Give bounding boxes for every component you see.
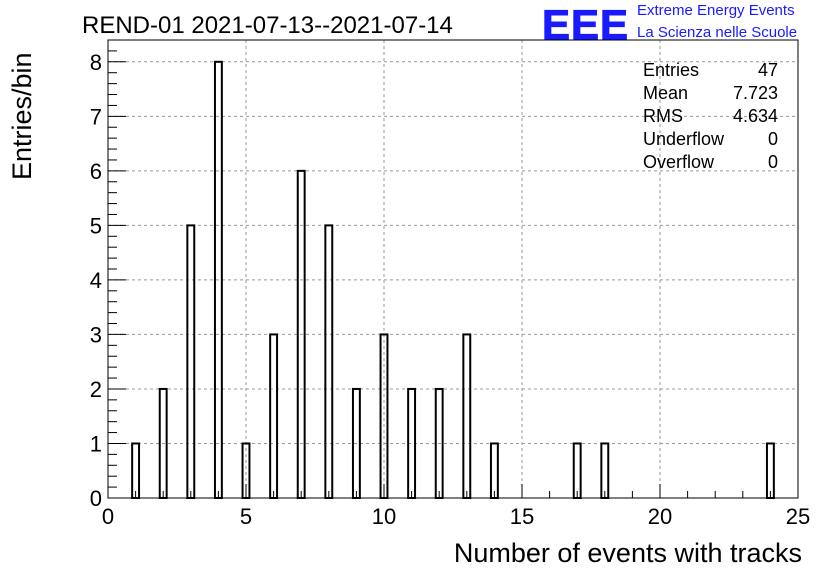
x-tick-label: 25 [786,504,810,529]
histogram-bar [269,333,279,499]
x-tick-label: 20 [648,504,672,529]
stats-overflow-label: Overflow [643,152,715,172]
histogram-bar [186,224,196,499]
x-tick-label: 10 [372,504,396,529]
axis-ticks [107,39,799,499]
stats-box: Entries 47 Mean 7.723 RMS 4.634 Underflo… [643,60,778,172]
y-tick-label: 8 [90,50,102,75]
x-tick-label: 15 [510,504,534,529]
axis-tick-labels: 0 5 10 15 20 25 0 1 2 3 4 5 6 7 8 [90,50,810,529]
histogram-bar [600,442,610,500]
y-tick-label: 3 [90,322,102,347]
y-tick-label: 4 [90,268,102,293]
eee-logo-mark: EEE [542,1,629,48]
stats-mean-value: 7.723 [733,83,778,103]
x-tick-label: 0 [102,504,114,529]
histogram-bar [131,442,141,500]
histogram-bar [765,442,775,500]
y-axis-label: Entries/bin [7,52,37,180]
stats-entries-label: Entries [643,60,699,80]
y-tick-label: 1 [90,431,102,456]
y-tick-label: 2 [90,377,102,402]
grid-lines [107,40,799,499]
stats-rms-label: RMS [643,106,683,126]
y-tick-label: 5 [90,213,102,238]
stats-underflow-value: 0 [768,129,778,149]
plot-frame [107,39,799,499]
stats-underflow-label: Underflow [643,129,725,149]
histogram-bar [324,224,334,499]
histogram-bars [131,60,775,500]
histogram-bar [489,442,499,500]
eee-logo-line-2: La Scienza nelle Scuole [637,24,798,41]
chart-title: REND-01 2021-07-13--2021-07-14 [82,12,453,39]
x-axis-label: Number of events with tracks [454,538,802,568]
eee-logo-line-1: Extreme Energy Events [637,2,795,19]
y-tick-label: 6 [90,159,102,184]
histogram-bar [572,442,582,500]
stats-mean-label: Mean [643,83,688,103]
y-tick-label: 7 [90,104,102,129]
stats-overflow-value: 0 [768,152,778,172]
x-tick-label: 5 [240,504,252,529]
histogram-bar [462,333,472,499]
y-tick-label: 0 [90,486,102,511]
stats-entries-value: 47 [758,60,778,80]
stats-rms-value: 4.634 [733,106,778,126]
